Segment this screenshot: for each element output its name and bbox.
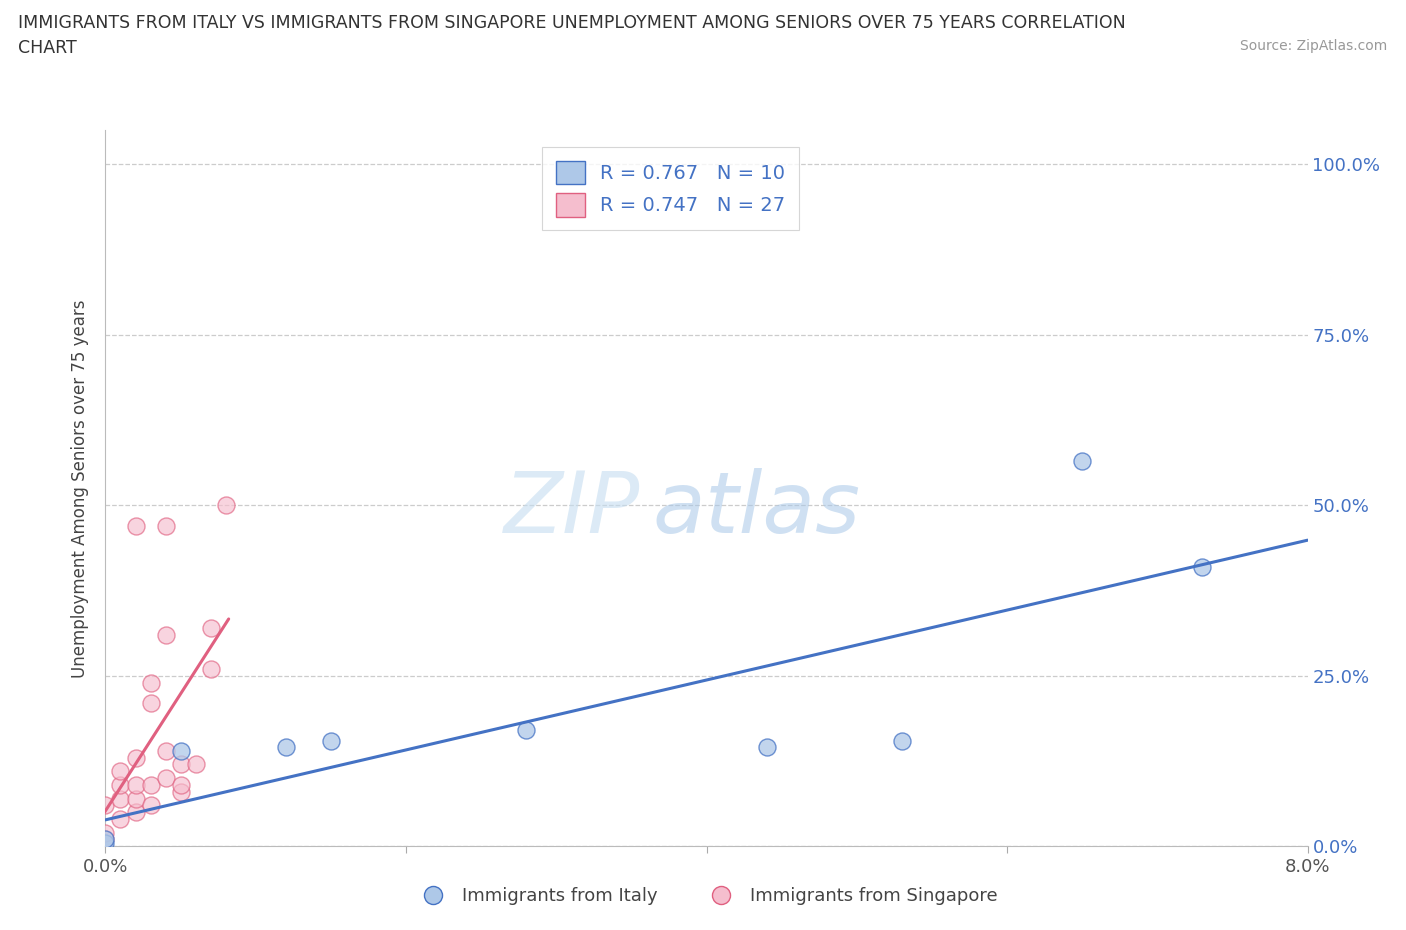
Legend: Immigrants from Italy, Immigrants from Singapore: Immigrants from Italy, Immigrants from S… <box>408 880 1005 912</box>
Y-axis label: Unemployment Among Seniors over 75 years: Unemployment Among Seniors over 75 years <box>72 299 90 677</box>
Point <box>139 696 162 711</box>
Point <box>94 832 117 847</box>
Point <box>139 675 162 690</box>
Text: Source: ZipAtlas.com: Source: ZipAtlas.com <box>1240 39 1388 53</box>
Point <box>169 743 191 758</box>
Text: ZIP: ZIP <box>505 468 640 551</box>
Point <box>139 798 162 813</box>
Point <box>110 791 132 806</box>
Point <box>94 835 117 850</box>
Point <box>169 777 191 792</box>
Point <box>200 620 222 635</box>
Point <box>124 751 146 765</box>
Point <box>139 777 162 792</box>
Point <box>110 764 132 778</box>
Point <box>94 798 117 813</box>
Point <box>110 777 132 792</box>
Point <box>124 804 146 819</box>
Point <box>890 733 912 748</box>
Point <box>155 743 177 758</box>
Text: atlas: atlas <box>652 468 860 551</box>
Point <box>124 791 146 806</box>
Point <box>169 784 191 799</box>
Point <box>1191 559 1213 574</box>
Point <box>1071 454 1094 469</box>
Point <box>169 757 191 772</box>
Text: IMMIGRANTS FROM ITALY VS IMMIGRANTS FROM SINGAPORE UNEMPLOYMENT AMONG SENIORS OV: IMMIGRANTS FROM ITALY VS IMMIGRANTS FROM… <box>18 14 1126 32</box>
Point <box>94 825 117 840</box>
Point <box>94 832 117 847</box>
Point <box>124 518 146 533</box>
Point <box>274 740 297 755</box>
Point <box>319 733 342 748</box>
Point <box>155 628 177 643</box>
Point <box>124 777 146 792</box>
Point <box>515 723 537 737</box>
Point <box>200 661 222 676</box>
Point <box>110 812 132 827</box>
Point <box>155 771 177 786</box>
Text: CHART: CHART <box>18 39 77 57</box>
Point <box>214 498 236 512</box>
Point <box>155 518 177 533</box>
Point <box>184 757 207 772</box>
Point <box>755 740 778 755</box>
